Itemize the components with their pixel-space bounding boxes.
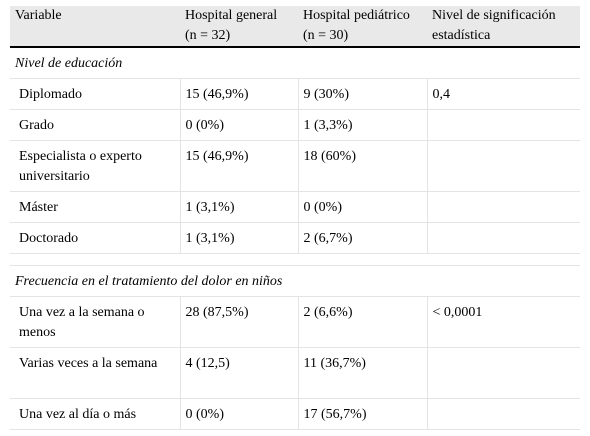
data-table: Variable Hospital general (n = 32) Hospit… xyxy=(10,6,580,430)
row-label: Una vez a la semana o menos xyxy=(10,296,180,348)
section-header-row: Nivel de educación xyxy=(10,47,580,79)
table-row: Una vez al día o más 0 (0%) 17 (56,7%) xyxy=(10,398,580,430)
row-label: Especialista o experto universitario xyxy=(10,140,180,192)
cell-p-value xyxy=(426,347,580,399)
cell-p-value xyxy=(426,140,580,192)
section-spacer xyxy=(10,253,580,266)
header-variable: Variable xyxy=(10,6,180,48)
table-row: Doctorado 1 (3,1%) 2 (6,7%) xyxy=(10,222,580,254)
section-title-education: Nivel de educación xyxy=(10,47,580,79)
cell-general: 0 (0%) xyxy=(179,398,298,430)
cell-pediatrico: 18 (60%) xyxy=(297,140,427,192)
section-title-frequency: Frecuencia en el tratamiento del dolor e… xyxy=(10,265,580,297)
spacer-cell xyxy=(10,253,580,266)
cell-pediatrico: 1 (3,3%) xyxy=(297,109,427,141)
header-hospital-pediatrico: Hospital pediátrico (n = 30) xyxy=(298,6,427,48)
cell-p-value: 0,4 xyxy=(426,78,580,110)
row-label: Varias veces a la semana xyxy=(10,347,180,399)
table-row: Diplomado 15 (46,9%) 9 (30%) 0,4 xyxy=(10,78,580,110)
cell-general: 0 (0%) xyxy=(179,109,298,141)
header-significacion: Nivel de significación estadística xyxy=(427,6,580,48)
table-row: Varias veces a la semana 4 (12,5) 11 (36… xyxy=(10,347,580,399)
cell-general: 15 (46,9%) xyxy=(179,140,298,192)
row-label: Máster xyxy=(10,191,180,223)
table-row: Especialista o experto universitario 15 … xyxy=(10,140,580,192)
cell-p-value xyxy=(426,398,580,430)
table-row: Una vez a la semana o menos 28 (87,5%) 2… xyxy=(10,296,580,348)
cell-general: 1 (3,1%) xyxy=(179,191,298,223)
table-row: Grado 0 (0%) 1 (3,3%) xyxy=(10,109,580,141)
table-row: Máster 1 (3,1%) 0 (0%) xyxy=(10,191,580,223)
cell-general: 4 (12,5) xyxy=(179,347,298,399)
cell-pediatrico: 17 (56,7%) xyxy=(297,398,427,430)
cell-general: 1 (3,1%) xyxy=(179,222,298,254)
row-label: Grado xyxy=(10,109,180,141)
cell-p-value xyxy=(426,191,580,223)
header-hospital-general: Hospital general (n = 32) xyxy=(180,6,298,48)
cell-pediatrico: 0 (0%) xyxy=(297,191,427,223)
header-row: Variable Hospital general (n = 32) Hospit… xyxy=(10,6,580,48)
cell-pediatrico: 2 (6,6%) xyxy=(297,296,427,348)
cell-pediatrico: 11 (36,7%) xyxy=(297,347,427,399)
cell-general: 28 (87,5%) xyxy=(179,296,298,348)
row-label: Doctorado xyxy=(10,222,180,254)
row-label: Una vez al día o más xyxy=(10,398,180,430)
cell-pediatrico: 9 (30%) xyxy=(297,78,427,110)
section-header-row: Frecuencia en el tratamiento del dolor e… xyxy=(10,265,580,297)
row-label: Diplomado xyxy=(10,78,180,110)
cell-pediatrico: 2 (6,7%) xyxy=(297,222,427,254)
cell-general: 15 (46,9%) xyxy=(179,78,298,110)
cell-p-value: < 0,0001 xyxy=(426,296,580,348)
cell-p-value xyxy=(426,222,580,254)
cell-p-value xyxy=(426,109,580,141)
